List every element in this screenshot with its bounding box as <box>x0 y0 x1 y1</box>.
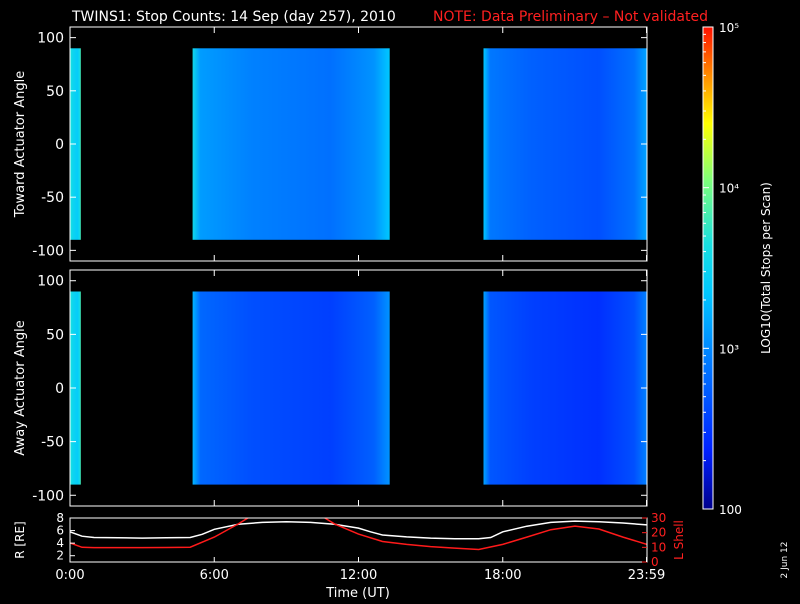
x-tick-label: 6:00 <box>200 568 229 583</box>
orbit-right-tick-label: 0 <box>651 555 659 569</box>
orbit-left-tick-label: 8 <box>56 511 64 525</box>
chart-title: TWINS1: Stop Counts: 14 Sep (day 257), 2… <box>71 9 396 25</box>
toward-y-axis-label: Toward Actuator Angle <box>13 71 28 218</box>
x-tick-label: 23:59 <box>628 568 665 583</box>
colorbar-label: LOG10(Total Stops per Scan) <box>759 182 773 354</box>
colorbar-tick-label: 10⁴ <box>719 182 739 196</box>
away-y-axis-label: Away Actuator Angle <box>13 320 28 455</box>
x-tick-label: 0:00 <box>55 568 84 583</box>
radius-series-line <box>70 520 647 540</box>
y-tick-label: 0 <box>55 381 64 397</box>
y-tick-label: 50 <box>46 84 64 100</box>
colorbar-gradient <box>703 27 713 509</box>
heatmap-segment <box>483 291 647 485</box>
orbit-left-axis-label: R [RE] <box>13 521 27 558</box>
heatmap-segment <box>483 48 647 240</box>
orbit-right-tick-label: 30 <box>651 511 666 525</box>
orbit-left-tick-label: 2 <box>56 549 64 563</box>
y-tick-label: -50 <box>41 435 64 451</box>
x-tick-label: 12:00 <box>340 568 377 583</box>
orbit-right-axis-label: L Shell <box>672 520 686 560</box>
lshell-series-line <box>70 518 647 551</box>
orbit-left-tick-label: 6 <box>56 524 64 538</box>
x-tick-label: 18:00 <box>484 568 521 583</box>
orbit-left-tick-label: 4 <box>56 536 64 550</box>
preliminary-note: NOTE: Data Preliminary – Not validated <box>433 9 708 25</box>
colorbar-tick-label: 10⁵ <box>719 21 739 35</box>
colorbar-tick-label: 100 <box>719 503 742 517</box>
heatmap-segment <box>192 291 390 485</box>
footer-date: 2 Jun 12 <box>780 542 790 579</box>
y-tick-label: -100 <box>32 488 64 504</box>
y-tick-label: -100 <box>32 243 64 259</box>
x-axis-label: Time (UT) <box>325 586 390 600</box>
away-panel: 100 50 0 -50 -100 Away Actuator Angle <box>13 269 648 507</box>
y-tick-label: 0 <box>55 137 64 153</box>
heatmap-segment <box>192 48 390 240</box>
orbit-plot-area <box>70 518 647 562</box>
y-tick-label: 100 <box>37 31 64 47</box>
orbit-right-tick-label: 20 <box>651 526 666 540</box>
y-tick-label: 100 <box>37 274 64 290</box>
colorbar: 10⁵ 10⁴ 10³ 100 LOG10(Total Stops per Scan) <box>702 21 773 517</box>
toward-panel: 100 50 0 -50 -100 Toward Actuator Angle <box>13 26 648 262</box>
y-tick-label: -50 <box>41 190 64 206</box>
y-tick-label: 50 <box>46 327 64 343</box>
colorbar-tick-label: 10³ <box>719 342 739 356</box>
orbit-right-tick-label: 10 <box>651 540 666 554</box>
